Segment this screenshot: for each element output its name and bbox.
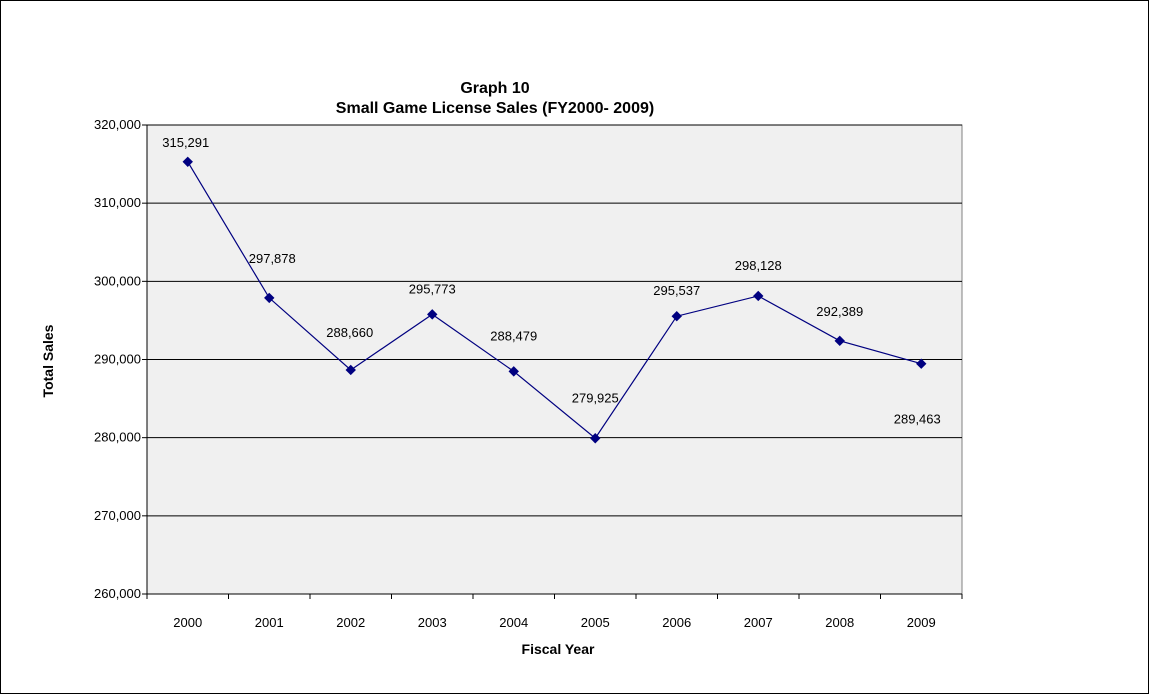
x-tick-label: 2003 [418, 615, 447, 630]
chart-subtitle: Small Game License Sales (FY2000- 2009) [336, 100, 654, 117]
series-line [187, 161, 922, 440]
y-tick-label: 270,000 [94, 508, 141, 523]
data-point [427, 309, 438, 320]
data-point [182, 156, 193, 168]
data-label: 315,291 [162, 135, 209, 150]
data-label: 298,128 [735, 258, 782, 273]
grid-lines [142, 124, 962, 595]
x-tick-label: 2001 [255, 615, 284, 630]
chart-title: Graph 10 [460, 80, 529, 97]
data-label: 292,389 [816, 304, 863, 319]
x-tick-label: 2000 [173, 615, 202, 630]
data-label: 288,660 [326, 325, 373, 340]
x-tick-label: 2004 [499, 615, 528, 630]
x-tick-label: 2007 [744, 615, 773, 630]
data-point [264, 292, 275, 304]
y-tick-label: 290,000 [94, 352, 141, 367]
data-label: 297,878 [249, 251, 296, 266]
y-tick-label: 260,000 [94, 586, 141, 601]
data-point [916, 358, 927, 369]
x-tick-label: 2005 [581, 615, 610, 630]
y-tick-labels: 260,000 270,000 280,000 290,000 300,000 310,0… [94, 117, 141, 601]
y-tick-label: 310,000 [94, 195, 141, 210]
data-point [834, 335, 845, 347]
y-tick-label: 300,000 [94, 273, 141, 288]
x-tick-labels: 2000 2001 2002 2003 2004 2005 2006 2007 2008 2009 [173, 615, 935, 630]
x-tick-label: 2008 [825, 615, 854, 630]
x-axis-title: Fiscal Year [522, 641, 595, 657]
data-label: 279,925 [572, 390, 619, 405]
x-tick-label: 2002 [336, 615, 365, 630]
x-tick-label: 2009 [907, 615, 936, 630]
x-tick-label: 2006 [662, 615, 691, 630]
data-point [671, 311, 682, 322]
y-tick-label: 320,000 [94, 117, 141, 132]
y-tick-label: 280,000 [94, 430, 141, 445]
axes [146, 125, 963, 599]
data-point [590, 433, 601, 444]
data-label: 289,463 [894, 412, 941, 427]
y-axis-title: Total Sales [40, 324, 56, 397]
data-point [345, 364, 356, 376]
data-label: 295,773 [409, 281, 456, 296]
series-total-sales [182, 156, 927, 444]
data-point [753, 290, 764, 302]
data-point [508, 366, 519, 377]
data-label: 295,537 [653, 283, 700, 298]
data-label: 288,479 [490, 328, 537, 343]
data-labels: 315,291 297,878 288,660 295,773 288,479 279,9… [162, 135, 941, 427]
